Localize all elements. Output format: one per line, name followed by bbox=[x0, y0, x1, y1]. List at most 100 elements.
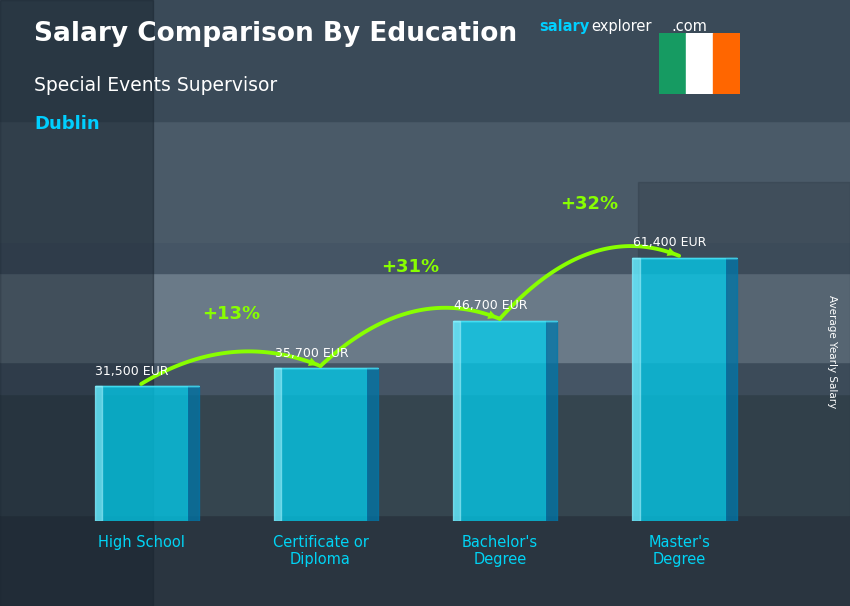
Text: .com: .com bbox=[672, 19, 707, 35]
Bar bbox=[0, 109, 850, 111]
Bar bbox=[0, 81, 850, 83]
Bar bbox=[0, 0, 850, 2]
Bar bbox=[0, 18, 850, 20]
Bar bbox=[0, 141, 850, 144]
Bar bbox=[0, 424, 850, 426]
Bar bbox=[0, 159, 850, 162]
Polygon shape bbox=[726, 258, 736, 521]
Bar bbox=[0, 113, 850, 115]
Bar bbox=[0, 430, 850, 432]
Bar bbox=[0, 345, 850, 347]
Text: +31%: +31% bbox=[381, 258, 439, 276]
Bar bbox=[0, 596, 850, 598]
Text: Average Yearly Salary: Average Yearly Salary bbox=[827, 295, 837, 408]
Bar bbox=[0, 67, 850, 68]
Bar bbox=[0, 265, 850, 267]
Bar bbox=[0, 16, 850, 18]
Bar bbox=[0, 176, 850, 178]
Bar bbox=[0, 319, 850, 321]
Bar bbox=[0, 382, 850, 384]
Bar bbox=[0, 196, 850, 198]
Bar bbox=[0, 107, 850, 109]
Bar bbox=[0, 511, 850, 513]
Text: salary: salary bbox=[540, 19, 590, 35]
Bar bbox=[0, 91, 850, 93]
Bar bbox=[0, 525, 850, 527]
Polygon shape bbox=[188, 386, 199, 521]
Bar bbox=[0, 10, 850, 12]
Bar bbox=[0, 454, 850, 456]
Bar bbox=[0, 539, 850, 541]
Bar bbox=[0, 200, 850, 202]
Bar bbox=[0, 283, 850, 285]
Bar bbox=[0, 132, 850, 133]
Bar bbox=[0, 442, 850, 444]
Bar bbox=[0, 368, 850, 370]
Bar bbox=[0, 105, 850, 107]
Bar bbox=[0, 170, 850, 171]
Bar bbox=[0, 293, 850, 295]
Bar bbox=[0, 299, 850, 301]
Bar bbox=[0, 487, 850, 489]
Bar bbox=[0, 347, 850, 350]
Bar bbox=[712, 33, 740, 94]
Bar bbox=[0, 89, 850, 91]
Bar bbox=[0, 489, 850, 491]
Text: 35,700 EUR: 35,700 EUR bbox=[275, 347, 348, 359]
Bar bbox=[0, 588, 850, 590]
Polygon shape bbox=[547, 321, 558, 521]
Bar bbox=[0, 420, 850, 422]
Bar bbox=[0, 291, 850, 293]
Bar bbox=[0, 428, 850, 430]
Bar bbox=[0, 38, 850, 41]
Bar bbox=[0, 565, 850, 568]
Bar bbox=[0, 356, 850, 358]
Bar bbox=[0, 212, 850, 214]
Bar bbox=[0, 350, 850, 351]
Bar bbox=[0, 232, 850, 235]
Bar bbox=[0, 450, 850, 453]
Text: +32%: +32% bbox=[560, 195, 619, 213]
Bar bbox=[0, 501, 850, 503]
Bar bbox=[0, 398, 850, 400]
Bar bbox=[0, 77, 850, 79]
Bar bbox=[0, 378, 850, 380]
Bar bbox=[0, 228, 850, 230]
Bar bbox=[0, 586, 850, 588]
Bar bbox=[0, 79, 850, 81]
Bar bbox=[0, 8, 850, 10]
Bar bbox=[0, 459, 850, 461]
Bar bbox=[0, 36, 850, 38]
Bar bbox=[0, 210, 850, 212]
Bar bbox=[0, 218, 850, 220]
Bar bbox=[0, 406, 850, 408]
Bar bbox=[0, 194, 850, 196]
Bar bbox=[0, 97, 850, 99]
Bar bbox=[0, 182, 850, 184]
Bar bbox=[0, 365, 850, 368]
Text: +13%: +13% bbox=[201, 305, 260, 323]
Bar bbox=[0, 517, 850, 519]
Bar bbox=[0, 186, 850, 188]
Bar bbox=[0, 253, 850, 255]
Bar bbox=[0, 370, 850, 371]
Bar bbox=[686, 33, 712, 94]
Bar bbox=[0, 523, 850, 525]
Bar bbox=[0, 519, 850, 521]
Bar bbox=[0, 22, 850, 24]
Bar bbox=[0, 56, 850, 59]
Bar bbox=[0, 422, 850, 424]
Bar bbox=[0, 341, 850, 344]
FancyBboxPatch shape bbox=[274, 368, 367, 521]
Bar bbox=[0, 271, 850, 273]
Bar bbox=[0, 55, 850, 56]
Bar bbox=[0, 174, 850, 176]
Bar bbox=[0, 479, 850, 481]
Bar bbox=[0, 153, 850, 156]
Bar bbox=[0, 600, 850, 602]
Bar bbox=[0, 235, 850, 236]
Bar bbox=[0, 279, 850, 281]
Bar bbox=[0, 248, 850, 250]
Bar bbox=[0, 468, 850, 471]
Bar bbox=[0, 558, 850, 559]
